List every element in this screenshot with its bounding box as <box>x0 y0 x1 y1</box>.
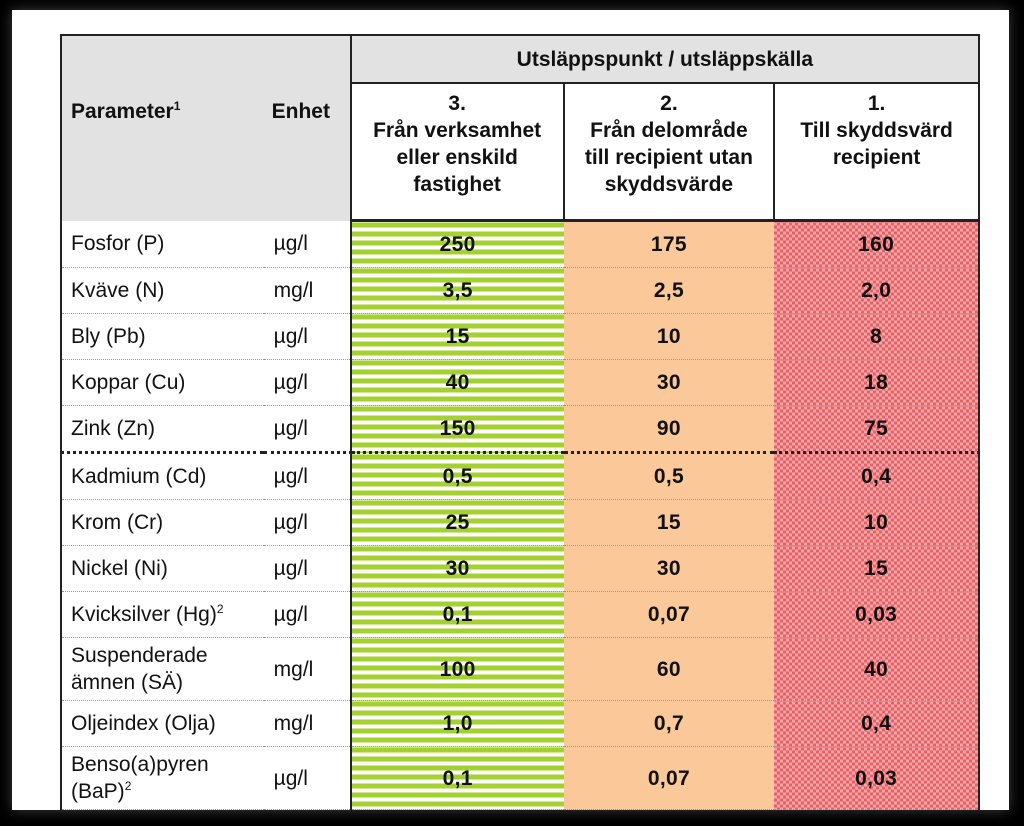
value-col3-cell: 0,1 <box>349 591 564 638</box>
value-col2-cell: 0,7 <box>563 700 775 747</box>
unit-cell: µg/l <box>263 405 351 454</box>
value-col3-cell: 40 <box>349 359 564 406</box>
table-row: Bly (Pb) µg/l 15 10 8 <box>60 313 980 360</box>
value-col2-cell: 60 <box>563 637 775 701</box>
unit-cell: mg/l <box>263 267 351 314</box>
unit-cell: mg/l <box>263 700 351 747</box>
param-cell: Suspenderade ämnen (SÄ) <box>60 637 264 701</box>
value-col2-cell: 2,5 <box>563 267 775 314</box>
value-col3-cell: 15 <box>349 313 564 360</box>
value-col3-cell: 0,5 <box>349 452 564 500</box>
value-col1-cell: 0,4 <box>774 452 980 500</box>
table-row: Krom (Cr) µg/l 25 15 10 <box>60 499 980 546</box>
param-cell: Nickel (Ni) <box>60 545 264 592</box>
table-card: Parameter1 Enhet Utsläppspunkt / utsläpp… <box>12 10 1009 810</box>
value-col1-cell: 18 <box>774 359 980 406</box>
value-col3-cell: 1,0 <box>349 700 564 747</box>
param-cell: Krom (Cr) <box>60 499 264 546</box>
unit-cell: µg/l <box>263 359 351 406</box>
value-col3-cell: 30 <box>349 545 564 592</box>
param-cell: Oljeindex (Olja) <box>60 700 264 747</box>
value-col2-cell: 30 <box>563 545 775 592</box>
table-row: Oljeindex (Olja) mg/l 1,0 0,7 0,4 <box>60 700 980 747</box>
header-unit: Enhet <box>263 34 351 221</box>
header-col-1: 1. Till skyddsvärd recipient <box>773 83 980 222</box>
value-col1-cell: 0,03 <box>774 591 980 638</box>
param-cell: Benso(a)pyren (BaP)2 <box>60 746 264 810</box>
value-col2-cell: 90 <box>563 405 775 454</box>
param-cell: Kväve (N) <box>60 267 264 314</box>
header-col-3: 3. Från verksamhet eller enskild fastigh… <box>349 83 565 222</box>
value-col3-cell: 150 <box>349 405 564 454</box>
table-row: Zink (Zn) µg/l 150 90 75 <box>60 405 980 454</box>
unit-cell: µg/l <box>263 313 351 360</box>
header-parameter-footnote: 1 <box>173 99 181 113</box>
header-col-2: 2. Från delområde till recipient utan sk… <box>562 83 776 222</box>
table-row: Nickel (Ni) µg/l 30 30 15 <box>60 545 980 592</box>
header-parameter: Parameter1 <box>60 34 264 221</box>
param-cell: Koppar (Cu) <box>60 359 264 406</box>
value-col3-cell: 250 <box>349 220 564 268</box>
unit-cell: µg/l <box>263 591 351 638</box>
value-col1-cell: 15 <box>774 545 980 592</box>
guideline-values-table: Parameter1 Enhet Utsläppspunkt / utsläpp… <box>60 34 981 810</box>
param-cell: Kadmium (Cd) <box>60 452 264 500</box>
table-row: Koppar (Cu) µg/l 40 30 18 <box>60 359 980 406</box>
table-row: Benso(a)pyren (BaP)2 µg/l 0,1 0,07 0,03 <box>60 746 980 810</box>
value-col1-cell: 75 <box>774 405 980 454</box>
table-row: Kväve (N) mg/l 3,5 2,5 2,0 <box>60 267 980 314</box>
value-col1-cell: 8 <box>774 313 980 360</box>
table-row: Kadmium (Cd) µg/l 0,5 0,5 0,4 <box>60 452 980 500</box>
value-col2-cell: 30 <box>563 359 775 406</box>
value-col2-cell: 10 <box>563 313 775 360</box>
unit-cell: µg/l <box>263 545 351 592</box>
unit-cell: µg/l <box>263 220 351 268</box>
value-col1-cell: 0,4 <box>774 700 980 747</box>
unit-cell: µg/l <box>263 499 351 546</box>
table-row: Fosfor (P) µg/l 250 175 160 <box>60 220 980 268</box>
table-row: Kvicksilver (Hg)2 µg/l 0,1 0,07 0,03 <box>60 591 980 638</box>
param-footnote: 2 <box>124 779 132 793</box>
value-col2-cell: 0,5 <box>563 452 775 500</box>
value-col3-cell: 0,1 <box>349 746 564 810</box>
unit-cell: µg/l <box>263 452 351 500</box>
param-cell: Fosfor (P) <box>60 220 264 268</box>
value-col1-cell: 40 <box>774 637 980 701</box>
value-col1-cell: 0,03 <box>774 746 980 810</box>
unit-cell: µg/l <box>263 746 351 810</box>
value-col2-cell: 0,07 <box>563 746 775 810</box>
table-row: Suspenderade ämnen (SÄ) mg/l 100 60 40 <box>60 637 980 701</box>
value-col1-cell: 160 <box>774 220 980 268</box>
value-col3-cell: 3,5 <box>349 267 564 314</box>
value-col1-cell: 2,0 <box>774 267 980 314</box>
param-footnote: 2 <box>216 602 224 616</box>
unit-cell: mg/l <box>263 637 351 701</box>
value-col3-cell: 100 <box>349 637 564 701</box>
value-col1-cell: 10 <box>774 499 980 546</box>
value-col2-cell: 15 <box>563 499 775 546</box>
header-group-discharge-point: Utsläppspunkt / utsläppskälla <box>349 34 981 84</box>
value-col2-cell: 175 <box>563 220 775 268</box>
param-cell: Bly (Pb) <box>60 313 264 360</box>
param-cell: Kvicksilver (Hg)2 <box>60 591 264 638</box>
param-cell: Zink (Zn) <box>60 405 264 454</box>
value-col2-cell: 0,07 <box>563 591 775 638</box>
value-col3-cell: 25 <box>349 499 564 546</box>
